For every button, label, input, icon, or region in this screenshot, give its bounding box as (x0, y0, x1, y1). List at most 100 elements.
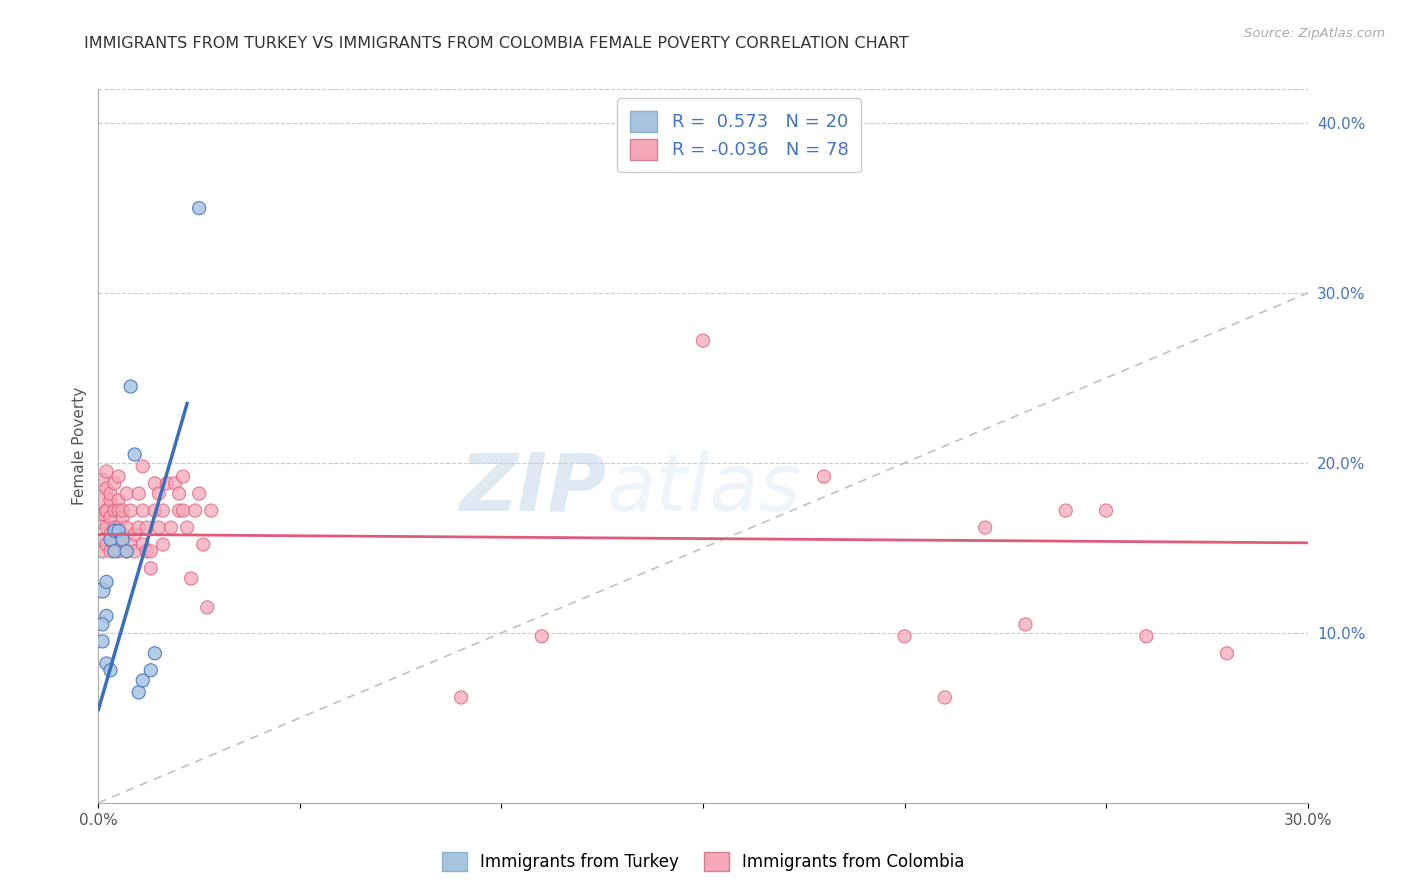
Point (103, 520, 125, 534)
Point (100, 533, 122, 547)
Point (91, 583, 114, 598)
Point (160, 520, 183, 534)
Legend: R =  0.573   N = 20, R = -0.036   N = 78: R = 0.573 N = 20, R = -0.036 N = 78 (617, 98, 860, 172)
Point (91, 516, 114, 530)
Point (184, 503, 207, 517)
Point (132, 673, 155, 688)
Point (124, 527, 146, 541)
Point (813, 469, 835, 483)
Point (96, 574, 118, 589)
Point (107, 524, 129, 538)
Point (180, 572, 202, 586)
Point (107, 503, 129, 517)
Point (111, 537, 134, 551)
Point (89, 499, 111, 513)
Point (100, 510, 122, 524)
Point (135, 520, 157, 534)
Point (96, 503, 118, 517)
Point (115, 544, 138, 558)
Point (103, 537, 125, 551)
Point (934, 690, 956, 705)
Point (143, 646, 166, 660)
Point (132, 459, 155, 474)
Point (115, 486, 138, 500)
Point (91, 507, 114, 521)
Point (1135, 629, 1157, 643)
Point (96, 465, 118, 479)
Point (128, 685, 150, 699)
Point (100, 486, 122, 500)
Point (974, 520, 997, 534)
Point (96, 482, 118, 496)
Point (188, 201, 211, 215)
Point (135, 544, 157, 558)
Point (115, 544, 138, 558)
Point (139, 561, 162, 575)
Point (1216, 646, 1239, 660)
Point (91, 473, 114, 487)
Point (96, 657, 118, 671)
Text: IMMIGRANTS FROM TURKEY VS IMMIGRANTS FROM COLOMBIA FEMALE POVERTY CORRELATION CH: IMMIGRANTS FROM TURKEY VS IMMIGRANTS FRO… (84, 36, 910, 51)
Point (96, 537, 118, 551)
Point (103, 476, 125, 491)
Point (188, 486, 211, 500)
Point (111, 503, 134, 517)
Point (107, 520, 129, 534)
Point (107, 469, 129, 483)
Point (96, 503, 118, 517)
Point (148, 486, 170, 500)
Point (167, 503, 190, 517)
Point (91, 533, 114, 547)
Point (107, 493, 129, 508)
Point (120, 379, 142, 393)
Point (143, 476, 166, 491)
Point (96, 520, 118, 534)
Point (172, 503, 194, 517)
Point (1095, 503, 1118, 517)
Point (107, 544, 129, 558)
Point (176, 520, 198, 534)
Point (124, 448, 146, 462)
Point (167, 486, 190, 500)
Point (148, 520, 170, 534)
Point (124, 544, 146, 558)
Point (111, 533, 134, 547)
Text: ZIP: ZIP (458, 450, 606, 528)
Point (100, 493, 122, 508)
Point (120, 503, 142, 517)
Point (132, 503, 155, 517)
Point (530, 629, 553, 643)
Point (143, 503, 166, 517)
Point (96, 608, 118, 623)
Point (450, 690, 472, 705)
Point (156, 476, 179, 491)
Point (1054, 503, 1077, 517)
Point (152, 503, 174, 517)
Point (91, 617, 114, 632)
Text: Source: ZipAtlas.com: Source: ZipAtlas.com (1244, 27, 1385, 40)
Point (100, 544, 122, 558)
Point (100, 663, 122, 677)
Point (91, 544, 114, 558)
Point (91, 634, 114, 648)
Point (163, 476, 186, 491)
Point (111, 527, 134, 541)
Point (200, 503, 222, 517)
Legend: Immigrants from Turkey, Immigrants from Colombia: Immigrants from Turkey, Immigrants from … (433, 843, 973, 880)
Point (128, 520, 150, 534)
Point (195, 600, 218, 615)
Point (115, 520, 138, 534)
Point (128, 486, 150, 500)
Point (193, 537, 215, 551)
Point (139, 663, 162, 677)
Point (692, 334, 714, 348)
Text: atlas: atlas (606, 450, 801, 528)
Point (1014, 617, 1036, 632)
Point (139, 544, 162, 558)
Point (893, 629, 915, 643)
Point (120, 537, 142, 551)
Y-axis label: Female Poverty: Female Poverty (72, 387, 87, 505)
Point (172, 469, 194, 483)
Point (111, 510, 134, 524)
Point (152, 537, 174, 551)
